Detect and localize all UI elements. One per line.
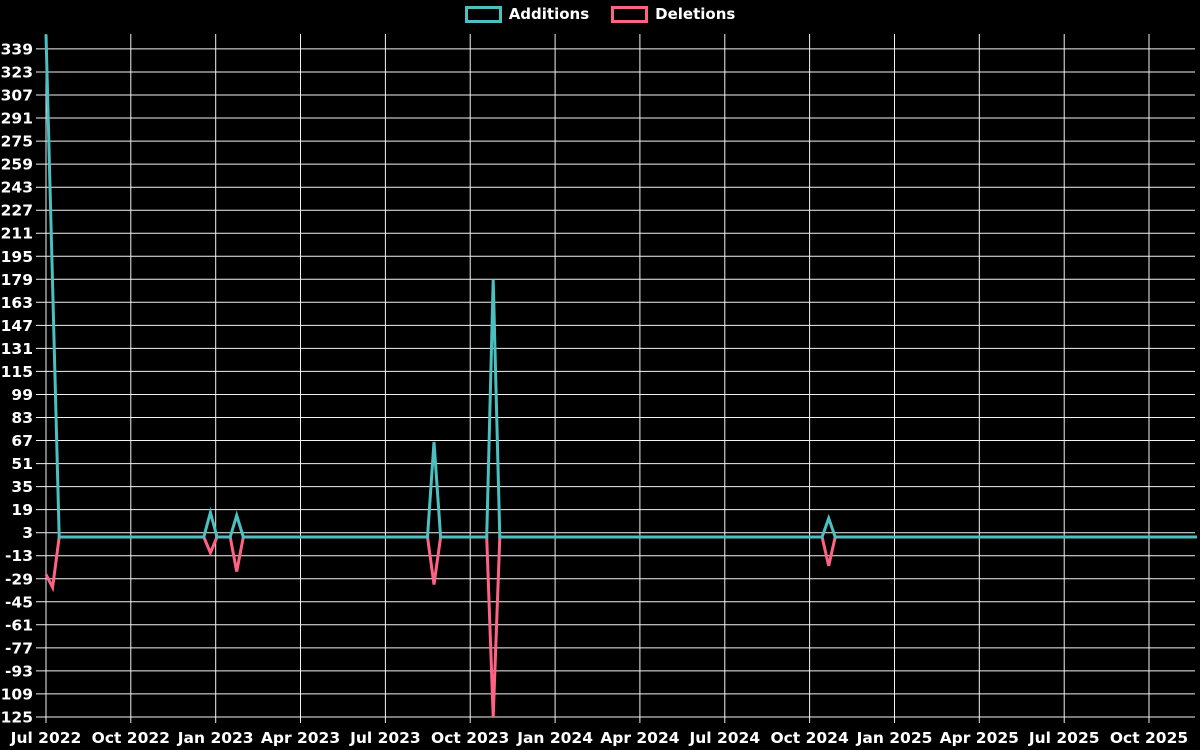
chart-legend: Additions Deletions [0,6,1200,23]
x-tick-label: Jul 2024 [688,729,760,747]
y-tick-label: 227 [1,202,33,220]
y-tick-label: 83 [11,409,33,427]
legend-label-deletions: Deletions [655,5,736,23]
y-tick-label: -61 [5,616,33,634]
y-tick-label: 323 [1,64,33,82]
y-tick-label: 99 [11,386,33,404]
y-tick-label: 163 [1,294,33,312]
x-tick-label: Apr 2023 [261,729,340,747]
deletions-swatch-icon [611,6,649,23]
x-tick-label: Jul 2022 [10,729,82,747]
y-tick-label: -77 [5,639,33,657]
y-axis-tick-labels: -125 -109 -93 -77 -61 -45 -29 -13 3 19 35 51 67 83 99 1… [0,40,33,726]
x-tick-label: Jan 2024 [516,729,593,747]
legend-item-additions[interactable]: Additions [464,5,590,23]
x-tick-label: Oct 2022 [92,729,170,747]
x-tick-label: Oct 2023 [431,729,509,747]
y-tick-label: 3 [22,524,33,542]
y-tick-label: -93 [5,662,33,680]
y-tick-label: 147 [1,317,33,335]
y-tick-label: 131 [1,340,33,358]
x-tick-label: Apr 2025 [940,729,1019,747]
x-tick-label: Jul 2025 [1028,729,1100,747]
y-tick-label: 259 [1,156,33,174]
x-tick-label: Jan 2023 [177,729,254,747]
y-tick-label: 339 [1,40,33,58]
y-tick-label: 307 [1,87,33,105]
grid-lines [36,34,1195,723]
x-tick-label: Oct 2025 [1110,729,1188,747]
x-tick-label: Jul 2023 [349,729,421,747]
y-tick-label: 35 [11,478,33,496]
additions-swatch-icon [464,6,502,23]
y-tick-label: 243 [1,179,33,197]
y-tick-label: -45 [5,593,33,611]
y-tick-label: -125 [0,709,33,727]
deletions-line [44,535,1197,718]
y-tick-label: 195 [1,248,33,266]
y-tick-label: 291 [1,110,33,128]
y-tick-label: 115 [1,363,33,381]
x-tick-label: Oct 2024 [770,729,849,747]
additions-line [44,34,1197,539]
x-axis-tick-labels: Jul 2022 Oct 2022 Jan 2023 Apr 2023 Jul 2023… [10,729,1188,747]
y-tick-label: 19 [11,501,33,519]
y-tick-label: -13 [5,547,33,565]
y-tick-label: -109 [0,685,33,703]
y-tick-label: 211 [1,225,33,243]
x-tick-label: Apr 2024 [600,729,679,747]
y-tick-label: 51 [11,455,33,473]
y-tick-label: 179 [1,271,33,289]
x-tick-label: Jan 2025 [856,729,933,747]
legend-label-additions: Additions [508,5,590,23]
y-tick-label: 275 [1,133,33,151]
y-tick-label: -29 [5,570,33,588]
legend-item-deletions[interactable]: Deletions [611,6,735,23]
y-tick-label: 67 [11,432,33,450]
